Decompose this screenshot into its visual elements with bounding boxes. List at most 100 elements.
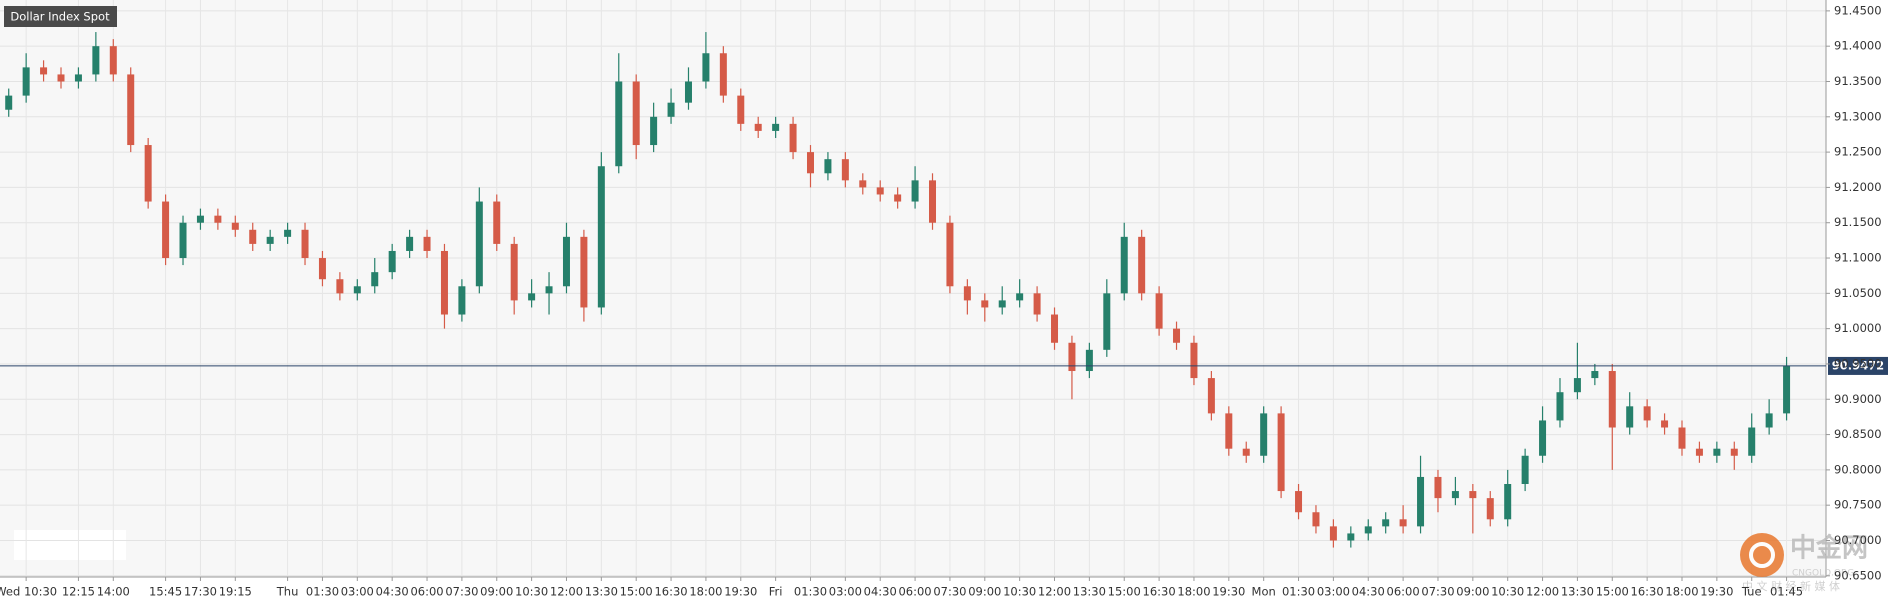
x-tick-label: 06:00 <box>898 585 931 599</box>
x-tick-label: 09:00 <box>968 585 1001 599</box>
candle-body <box>196 215 204 223</box>
x-tick-label: 19:30 <box>1700 585 1733 599</box>
candle-body <box>1120 236 1128 294</box>
x-tick-label: 16:30 <box>1143 585 1176 599</box>
candle-body <box>371 272 379 287</box>
candle-body <box>353 286 361 294</box>
candle-body <box>1312 512 1320 527</box>
candle-body <box>806 152 814 174</box>
x-tick-label: 10:30 <box>1003 585 1036 599</box>
candle-body <box>1695 448 1703 456</box>
candle-body <box>824 159 832 174</box>
blank-box <box>14 530 126 560</box>
candle-body <box>1591 371 1599 379</box>
x-tick-label: 18:00 <box>689 585 722 599</box>
candle-body <box>1173 328 1181 343</box>
watermark-name: 中金网 <box>1790 533 1868 564</box>
candle-body <box>1661 420 1669 428</box>
candle-body <box>859 180 867 188</box>
x-tick-label: 17:30 <box>184 585 217 599</box>
y-tick-label: 90.8000 <box>1834 462 1882 476</box>
candle-body <box>284 229 292 237</box>
candle-body <box>1242 448 1250 456</box>
candle-body <box>1382 519 1390 527</box>
watermark-site: CNGOLD.ORG <box>1792 569 1854 579</box>
candle-body <box>1626 406 1634 428</box>
candle-body <box>1103 293 1111 350</box>
candle-body <box>301 229 309 259</box>
candle-body <box>440 250 448 315</box>
candle-body <box>423 236 431 251</box>
candle-body <box>632 81 640 146</box>
candle-body <box>894 194 902 202</box>
x-tick-label: 13:30 <box>1561 585 1594 599</box>
candle-body <box>1521 455 1529 484</box>
candle-body <box>318 258 326 280</box>
x-tick-label: 01:30 <box>1282 585 1315 599</box>
candle-body <box>1364 526 1372 534</box>
x-tick-label: 03:00 <box>341 585 374 599</box>
candle-body <box>1713 448 1721 456</box>
candle-body <box>1260 413 1268 456</box>
overlay: 90.9472 <box>0 356 1888 375</box>
x-tick-label: Wed 10:30 <box>0 585 57 599</box>
x-tick-label: 06:00 <box>1387 585 1420 599</box>
candle-body <box>772 123 780 131</box>
candle-body <box>684 81 692 103</box>
y-tick-label: 91.4500 <box>1834 3 1882 17</box>
x-tick-label: 07:30 <box>1421 585 1454 599</box>
x-tick-label: 15:00 <box>620 585 653 599</box>
x-tick-label: 15:00 <box>1596 585 1629 599</box>
candle-body <box>1295 491 1303 513</box>
x-tick-label: 07:30 <box>445 585 478 599</box>
x-tick-label: 01:30 <box>306 585 339 599</box>
candle-body <box>1068 342 1076 372</box>
x-tick-label: 19:15 <box>219 585 252 599</box>
y-tick-label: 91.2500 <box>1834 145 1882 159</box>
candle-body <box>1033 293 1041 315</box>
y-tick-label: 91.4000 <box>1834 39 1882 53</box>
candle-body <box>1451 491 1459 499</box>
watermark: 中金网 CNGOLD.ORG 中 文 财 经 新 媒 体 <box>1740 533 1868 593</box>
candle-body <box>545 286 553 294</box>
candle-body <box>911 180 919 202</box>
candle-body <box>1765 413 1773 428</box>
candle-body <box>1748 427 1756 456</box>
candle-body <box>1434 476 1442 499</box>
candle-body <box>127 74 135 146</box>
x-tick-label: 10:30 <box>1491 585 1524 599</box>
y-tick-label: 90.7500 <box>1834 498 1882 512</box>
x-tick-label: 12:00 <box>1526 585 1559 599</box>
candle-body <box>406 236 414 251</box>
y-tick-label: 91.0000 <box>1834 321 1882 335</box>
y-tick-label: 91.3500 <box>1834 74 1882 88</box>
x-tick-label: 12:00 <box>1038 585 1071 599</box>
candle-body <box>162 201 170 259</box>
candles <box>5 32 1791 548</box>
candle-body <box>1155 293 1163 329</box>
candle-body <box>963 286 971 301</box>
candle-body <box>336 279 344 294</box>
candle-body <box>5 95 13 110</box>
candle-body <box>1207 378 1215 414</box>
x-tick-label: 18:00 <box>1177 585 1210 599</box>
candle-body <box>719 53 727 96</box>
candle-body <box>667 102 675 117</box>
candle-body <box>249 229 257 244</box>
candle-body <box>615 81 623 167</box>
candle-body <box>1085 349 1093 372</box>
x-tick-label: 10:30 <box>515 585 548 599</box>
candle-body <box>1556 392 1564 421</box>
candle-body <box>1678 427 1686 449</box>
watermark-tagline: 中 文 财 经 新 媒 体 <box>1742 579 1840 593</box>
candle-body <box>998 300 1006 308</box>
y-tick-label: 91.3000 <box>1834 109 1882 123</box>
x-tick-label: 01:45 <box>1770 585 1803 599</box>
y-tick-label: 90.8500 <box>1834 427 1882 441</box>
candle-body <box>737 95 745 124</box>
x-tick-label: 03:00 <box>1317 585 1350 599</box>
candle-body <box>562 236 570 287</box>
candle-body <box>1504 483 1512 520</box>
candle-body <box>789 123 797 153</box>
